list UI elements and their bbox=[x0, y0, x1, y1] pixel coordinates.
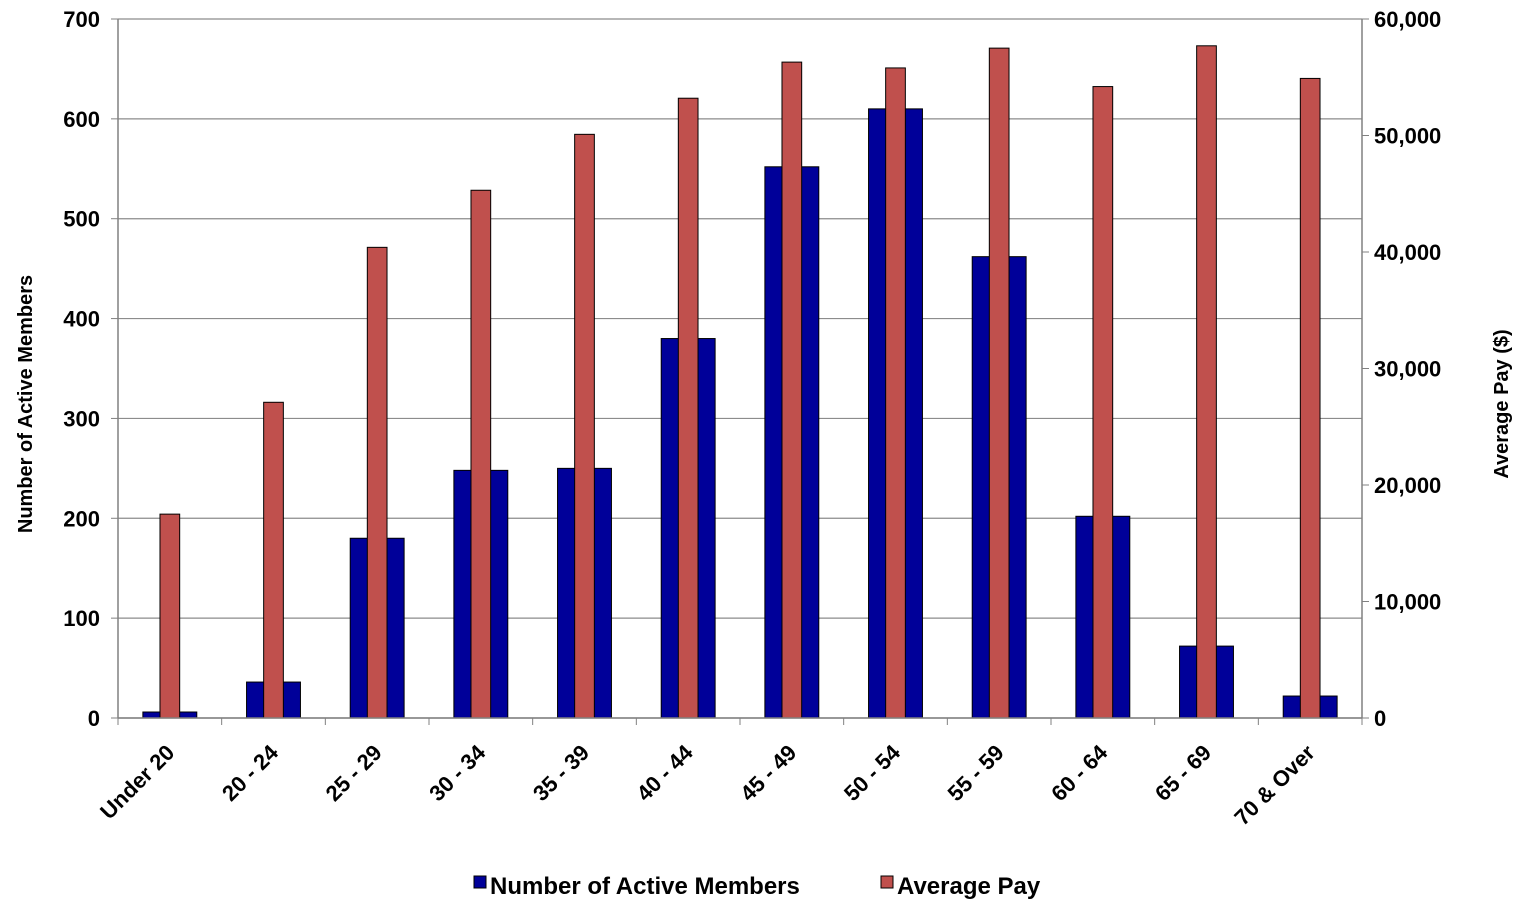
bar-average-pay bbox=[574, 133, 595, 719]
right-tick-label: 10,000 bbox=[1374, 590, 1441, 615]
category-label: Under 20 bbox=[95, 740, 179, 824]
legend-swatch-average-pay bbox=[880, 875, 894, 889]
left-axis-title: Number of Active Members bbox=[15, 275, 37, 533]
legend-label-active-members: Number of Active Members bbox=[490, 873, 800, 900]
left-tick-label: 300 bbox=[63, 406, 100, 431]
bar-average-pay bbox=[1196, 45, 1217, 719]
right-axis-title: Average Pay ($) bbox=[1491, 329, 1513, 478]
bar-average-pay bbox=[1092, 86, 1114, 719]
bar-average-pay bbox=[885, 67, 906, 719]
legend-label-average-pay: Average Pay bbox=[897, 873, 1041, 900]
category-label: 70 & Over bbox=[1229, 740, 1320, 831]
right-tick-label: 20,000 bbox=[1374, 473, 1441, 498]
left-tick-label: 600 bbox=[63, 107, 100, 132]
category-label: 65 - 69 bbox=[1150, 740, 1216, 806]
category-label: 25 - 29 bbox=[321, 740, 387, 806]
category-label: 50 - 54 bbox=[839, 739, 906, 806]
right-tick-label: 60,000 bbox=[1374, 7, 1441, 32]
bar-average-pay bbox=[988, 47, 1010, 719]
category-label: 20 - 24 bbox=[217, 739, 284, 806]
category-label: 35 - 39 bbox=[528, 740, 594, 806]
left-tick-label: 700 bbox=[63, 7, 100, 32]
legend: Number of Active Members Average Pay bbox=[473, 873, 1041, 900]
left-tick-label: 200 bbox=[63, 506, 100, 531]
bar-average-pay bbox=[781, 61, 803, 719]
legend-swatch-active-members bbox=[473, 875, 487, 889]
left-tick-label: 100 bbox=[63, 606, 100, 631]
bar-average-pay bbox=[159, 513, 181, 719]
category-label: 45 - 49 bbox=[735, 740, 801, 806]
gridlines bbox=[118, 18, 1362, 719]
bar-average-pay bbox=[1299, 77, 1321, 719]
category-axis-ticks: Under 20 20 - 24 25 - 29 30 - 34 35 - 39 40 -… bbox=[95, 718, 1363, 831]
right-tick-label: 30,000 bbox=[1374, 357, 1441, 382]
right-axis-ticks: 0 10,000 20,000 30,000 40,000 50,000 60,000 bbox=[1362, 7, 1441, 731]
category-label: 40 - 44 bbox=[632, 739, 699, 806]
category-label: 55 - 59 bbox=[943, 740, 1009, 806]
bars bbox=[142, 45, 1338, 719]
bar-average-pay bbox=[677, 97, 699, 719]
bar-average-pay bbox=[366, 246, 388, 719]
right-tick-label: 0 bbox=[1374, 706, 1386, 731]
right-tick-label: 50,000 bbox=[1374, 124, 1441, 149]
right-tick-label: 40,000 bbox=[1374, 240, 1441, 265]
left-tick-label: 400 bbox=[63, 307, 100, 332]
left-tick-label: 500 bbox=[63, 207, 100, 232]
category-label: 30 - 34 bbox=[424, 739, 491, 806]
category-label: 60 - 64 bbox=[1046, 739, 1113, 806]
left-axis-ticks: 0 100 200 300 400 500 600 700 bbox=[63, 7, 118, 731]
bar-average-pay bbox=[470, 189, 492, 719]
axes bbox=[117, 19, 1363, 719]
left-tick-label: 0 bbox=[88, 706, 100, 731]
bar-average-pay bbox=[263, 401, 284, 719]
